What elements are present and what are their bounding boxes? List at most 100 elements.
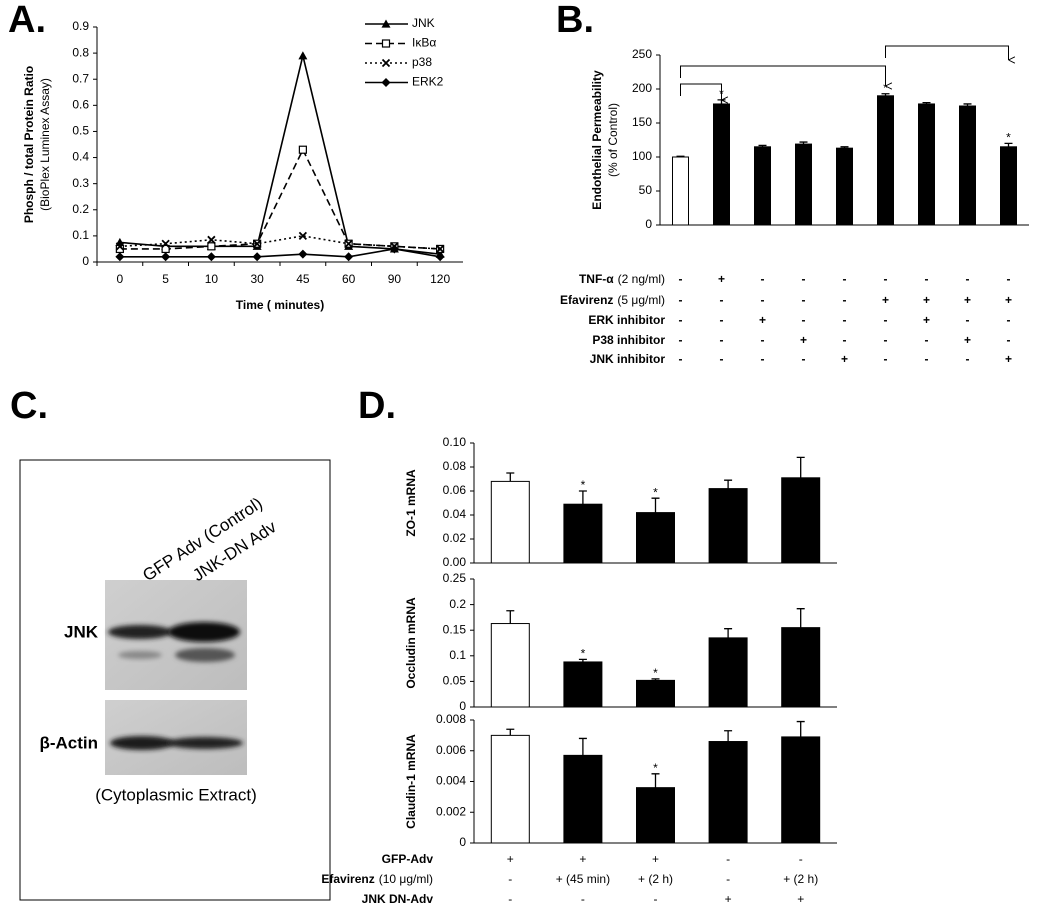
condition-sign: - (761, 293, 765, 307)
condition-sign: - (679, 272, 683, 286)
condition-label: JNK inhibitor (590, 352, 666, 366)
condition-sign: - (654, 892, 658, 906)
bar (708, 741, 748, 844)
error-bar (796, 608, 805, 628)
condition-sign: + (718, 272, 725, 286)
condition-sign: + (759, 313, 766, 327)
y-tick-label: 0.002 (436, 804, 466, 818)
condition-sign: - (1007, 313, 1011, 327)
y-tick-label: 0.1 (72, 228, 89, 242)
blot-caption: (Cytoplasmic Extract) (95, 785, 257, 804)
condition-sign: - (884, 272, 888, 286)
x-tick-label: 90 (388, 272, 402, 286)
condition-sign: - (843, 272, 847, 286)
marker (298, 231, 308, 241)
marker (298, 145, 307, 154)
condition-label: Efavirenz (10 μg/ml) (321, 872, 433, 886)
error-bar (676, 155, 685, 157)
x-tick-label: 60 (342, 272, 356, 286)
condition-sign: - (720, 313, 724, 327)
condition-sign: - (884, 352, 888, 366)
condition-sign: - (884, 313, 888, 327)
bar (1000, 146, 1017, 226)
y-tick-label: 0.10 (443, 435, 467, 449)
bar (672, 156, 689, 226)
significance: * (653, 761, 658, 775)
condition-sign: - (925, 333, 929, 347)
condition-sign: + (725, 892, 732, 906)
legend-label: ERK2 (412, 75, 444, 89)
marker (298, 249, 308, 259)
condition-sign: - (802, 313, 806, 327)
y-tick-label: 0.6 (72, 98, 89, 112)
y-tick-label: 250 (632, 47, 652, 61)
y-tick-label: 150 (632, 115, 652, 129)
bar (781, 477, 821, 564)
error-bar (796, 720, 805, 737)
condition-sign: - (726, 852, 730, 866)
x-tick-label: 30 (250, 272, 264, 286)
condition-sign: - (508, 872, 512, 886)
line (119, 55, 441, 255)
y-tick-label: 0.02 (443, 531, 467, 545)
y-tick-label: 0.5 (72, 124, 89, 138)
condition-sign: + (964, 333, 971, 347)
error-bar (724, 730, 733, 742)
y-tick-label: 0.05 (443, 674, 467, 688)
y-tick-label: 0.006 (436, 743, 466, 757)
condition-label: JNK DN-Adv (362, 892, 434, 906)
bar (490, 480, 530, 564)
condition-sign: + (507, 852, 514, 866)
error-bar (651, 678, 660, 681)
bar (636, 679, 675, 708)
significance: * (653, 485, 658, 499)
comparison-bracket (680, 65, 886, 86)
marker (435, 252, 445, 262)
condition-sign: - (720, 293, 724, 307)
error-bar (881, 93, 890, 96)
y-tick-label: 0.4 (72, 150, 89, 164)
condition-sign: - (726, 872, 730, 886)
condition-sign: - (802, 293, 806, 307)
blot-band (118, 651, 162, 659)
condition-label: Efavirenz (5 μg/ml) (560, 293, 665, 307)
y-tick-label: 200 (632, 81, 652, 95)
condition-sign: + (797, 892, 804, 906)
y-tick-label: 0.8 (72, 45, 89, 59)
significance: * (653, 666, 658, 680)
legend-marker (381, 39, 391, 48)
x-tick-label: 45 (296, 272, 310, 286)
error-bar (922, 101, 931, 104)
bar (490, 623, 530, 708)
marker (115, 252, 125, 262)
y-tick-label: 100 (632, 149, 652, 163)
x-tick-label: 5 (162, 272, 169, 286)
condition-name: JNK inhibitor (590, 352, 666, 366)
condition-name: TNF-α (579, 272, 614, 286)
marker (161, 239, 170, 248)
condition-sign: - (720, 352, 724, 366)
condition-sign: + (1005, 293, 1012, 307)
error-bar (799, 141, 808, 145)
panel-label: D. (358, 385, 396, 427)
y-tick-label: 0.15 (443, 622, 467, 636)
marker (435, 244, 445, 254)
error-bar (506, 728, 515, 736)
error-bar (651, 773, 660, 788)
y-axis-label: Claudin-1 mRNA (404, 734, 418, 829)
condition-name: GFP-Adv (382, 852, 434, 866)
y-axis-sublabel: (BioPlex Luminex Assay) (38, 78, 52, 211)
condition-sign: + (923, 293, 930, 307)
y-tick-label: 0 (82, 254, 89, 268)
condition-label: GFP-Adv (382, 852, 434, 866)
y-tick-label: 0.004 (436, 774, 466, 788)
marker (115, 242, 125, 251)
bar (490, 734, 530, 844)
bar (708, 488, 748, 564)
condition-sign: - (884, 333, 888, 347)
significance: * (581, 647, 586, 661)
condition-sign: - (925, 272, 929, 286)
error-bar (840, 146, 849, 149)
condition-sign: - (679, 313, 683, 327)
row-label: JNK (64, 622, 99, 641)
